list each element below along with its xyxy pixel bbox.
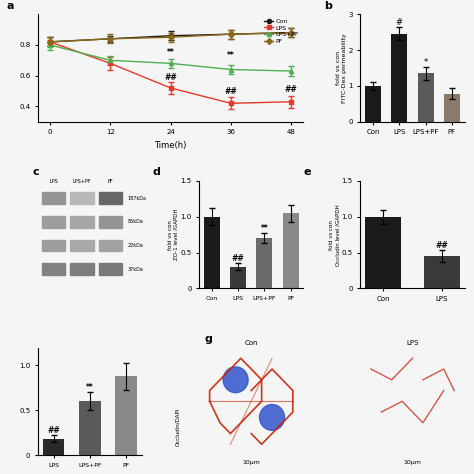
Bar (99, 263, 122, 275)
Bar (230, 267, 246, 288)
Text: ##: ## (47, 426, 60, 435)
Text: g: g (204, 334, 212, 344)
Text: 187kDa: 187kDa (128, 196, 146, 201)
Bar (42, 192, 65, 204)
Text: e: e (303, 167, 311, 177)
Text: Con: Con (245, 340, 258, 346)
Bar (204, 217, 219, 288)
Text: 10μm: 10μm (403, 460, 421, 465)
X-axis label: Time(h): Time(h) (155, 141, 187, 150)
Y-axis label: fold vs con
FITC-Dex permeability: fold vs con FITC-Dex permeability (336, 33, 347, 103)
Text: #: # (396, 18, 403, 27)
Bar (42, 239, 65, 251)
Bar (42, 216, 65, 228)
Bar (79, 401, 101, 455)
Bar (418, 73, 434, 122)
Text: LPS: LPS (49, 179, 58, 184)
Bar (256, 238, 272, 288)
Text: ##: ## (164, 73, 177, 82)
Bar (99, 192, 122, 204)
Text: b: b (324, 1, 332, 11)
Text: LPS: LPS (406, 340, 419, 346)
Y-axis label: fold vs con
Occludin level /GAPDH: fold vs con Occludin level /GAPDH (329, 204, 340, 265)
Circle shape (223, 367, 248, 392)
Bar (283, 213, 299, 288)
Text: ##: ## (232, 255, 245, 263)
Bar (99, 239, 122, 251)
Bar (365, 86, 381, 122)
Y-axis label: fold vs con
ZO-1 level /GAPDH: fold vs con ZO-1 level /GAPDH (168, 209, 179, 260)
Legend: Con, LPS, LPS+PF, PF: Con, LPS, LPS+PF, PF (263, 18, 300, 45)
Text: 37kDa: 37kDa (128, 266, 144, 272)
Text: PF: PF (108, 179, 114, 184)
Bar (444, 94, 460, 122)
Text: ##: ## (436, 241, 448, 250)
Circle shape (260, 404, 284, 430)
Text: 22kDa: 22kDa (128, 243, 144, 248)
Bar (43, 439, 64, 455)
Text: Occludin/DAPI: Occludin/DAPI (175, 408, 180, 446)
Bar (71, 216, 94, 228)
Text: c: c (33, 167, 39, 177)
Text: ##: ## (285, 85, 298, 94)
Bar (71, 192, 94, 204)
Bar (42, 263, 65, 275)
Text: **: ** (167, 48, 174, 57)
Bar (71, 263, 94, 275)
Bar (392, 34, 407, 122)
Bar (424, 256, 460, 288)
Text: 10μm: 10μm (242, 460, 260, 465)
Text: a: a (6, 1, 14, 11)
Text: **: ** (261, 224, 268, 233)
Bar (365, 217, 401, 288)
Bar (71, 239, 94, 251)
Text: d: d (152, 167, 160, 177)
Text: **: ** (227, 51, 235, 60)
Text: 85kDa: 85kDa (128, 219, 144, 224)
Text: **: ** (86, 383, 94, 392)
Text: *: * (423, 58, 428, 67)
Text: LPS+PF: LPS+PF (73, 179, 91, 184)
Bar (115, 376, 137, 455)
Bar (99, 216, 122, 228)
Text: ##: ## (225, 87, 237, 96)
